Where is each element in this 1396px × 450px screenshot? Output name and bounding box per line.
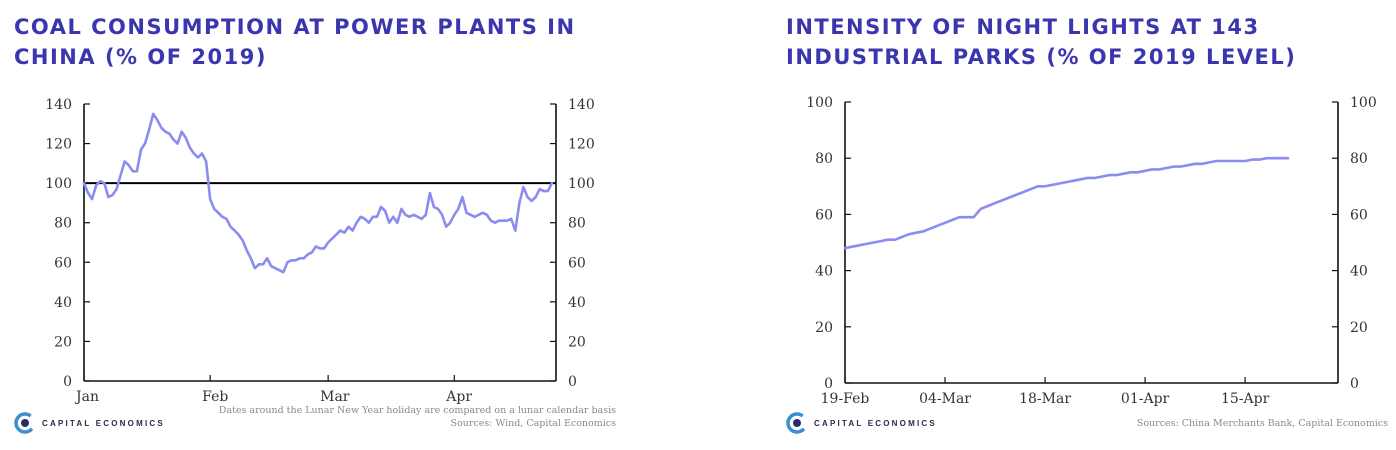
y-tick-label-right: 40 — [1350, 264, 1368, 280]
y-tick-label-left: 20 — [815, 320, 833, 336]
y-tick-label-right: 60 — [568, 255, 586, 271]
chart-title-coal: COAL CONSUMPTION AT POWER PLANTS IN CHIN… — [14, 15, 576, 69]
data-series-line — [82, 112, 554, 274]
y-tick-label-left: 0 — [824, 376, 833, 392]
y-tick-label-right: 60 — [1350, 207, 1368, 223]
x-tick-label: 19-Feb — [821, 391, 870, 407]
y-tick-label-left: 100 — [45, 176, 72, 192]
chart-title-night-lights: INTENSITY OF NIGHT LIGHTS AT 143 INDUSTR… — [786, 15, 1297, 69]
source-note: Dates around the Lunar New Year holiday … — [219, 405, 616, 416]
source-note: Sources: China Merchants Bank, Capital E… — [1137, 418, 1388, 429]
capital-economics-logo-icon — [14, 412, 36, 434]
x-tick-label: 15-Apr — [1221, 391, 1270, 407]
x-tick-label: Feb — [202, 389, 228, 405]
y-tick-label-left: 140 — [45, 97, 72, 113]
brand-name: CAPITAL ECONOMICS — [814, 418, 937, 428]
y-tick-label-left: 20 — [54, 334, 72, 350]
x-tick-label: Mar — [320, 389, 350, 405]
capital-economics-logo-icon — [786, 412, 808, 434]
y-tick-label-right: 80 — [1350, 151, 1368, 167]
y-tick-label-right: 0 — [1350, 376, 1359, 392]
y-tick-label-left: 40 — [815, 264, 833, 280]
y-tick-label-left: 120 — [45, 137, 72, 153]
x-tick-label: Jan — [74, 389, 99, 405]
y-tick-label-right: 0 — [568, 374, 577, 390]
y-tick-label-left: 60 — [54, 255, 72, 271]
x-tick-label: Apr — [445, 389, 472, 405]
y-tick-label-right: 120 — [568, 137, 595, 153]
coal-consumption-chart: 0 0 20 20 40 40 60 60 80 80 100 100 120 120 140 140 Jan F… — [45, 97, 617, 429]
y-tick-label-left: 40 — [54, 295, 72, 311]
x-tick-label: 04-Mar — [919, 391, 971, 407]
capital-economics-logo: CAPITAL ECONOMICS — [14, 412, 165, 434]
y-tick-label-left: 100 — [806, 95, 833, 111]
source-note: Sources: Wind, Capital Economics — [451, 418, 617, 429]
y-tick-label-right: 20 — [1350, 320, 1368, 336]
brand-name: CAPITAL ECONOMICS — [42, 418, 165, 428]
y-tick-label-left: 80 — [54, 216, 72, 232]
y-tick-label-right: 100 — [1350, 95, 1377, 111]
data-series-line — [843, 156, 1290, 250]
y-tick-label-left: 0 — [63, 374, 72, 390]
capital-economics-logo: CAPITAL ECONOMICS — [786, 412, 937, 434]
y-tick-label-right: 20 — [568, 334, 586, 350]
y-tick-label-right: 80 — [568, 216, 586, 232]
x-tick-label: 01-Apr — [1121, 391, 1170, 407]
y-tick-label-left: 80 — [815, 151, 833, 167]
y-tick-label-left: 60 — [815, 207, 833, 223]
y-tick-label-right: 100 — [568, 176, 595, 192]
y-tick-label-right: 40 — [568, 295, 586, 311]
y-tick-label-right: 140 — [568, 97, 595, 113]
x-tick-label: 18-Mar — [1019, 391, 1071, 407]
